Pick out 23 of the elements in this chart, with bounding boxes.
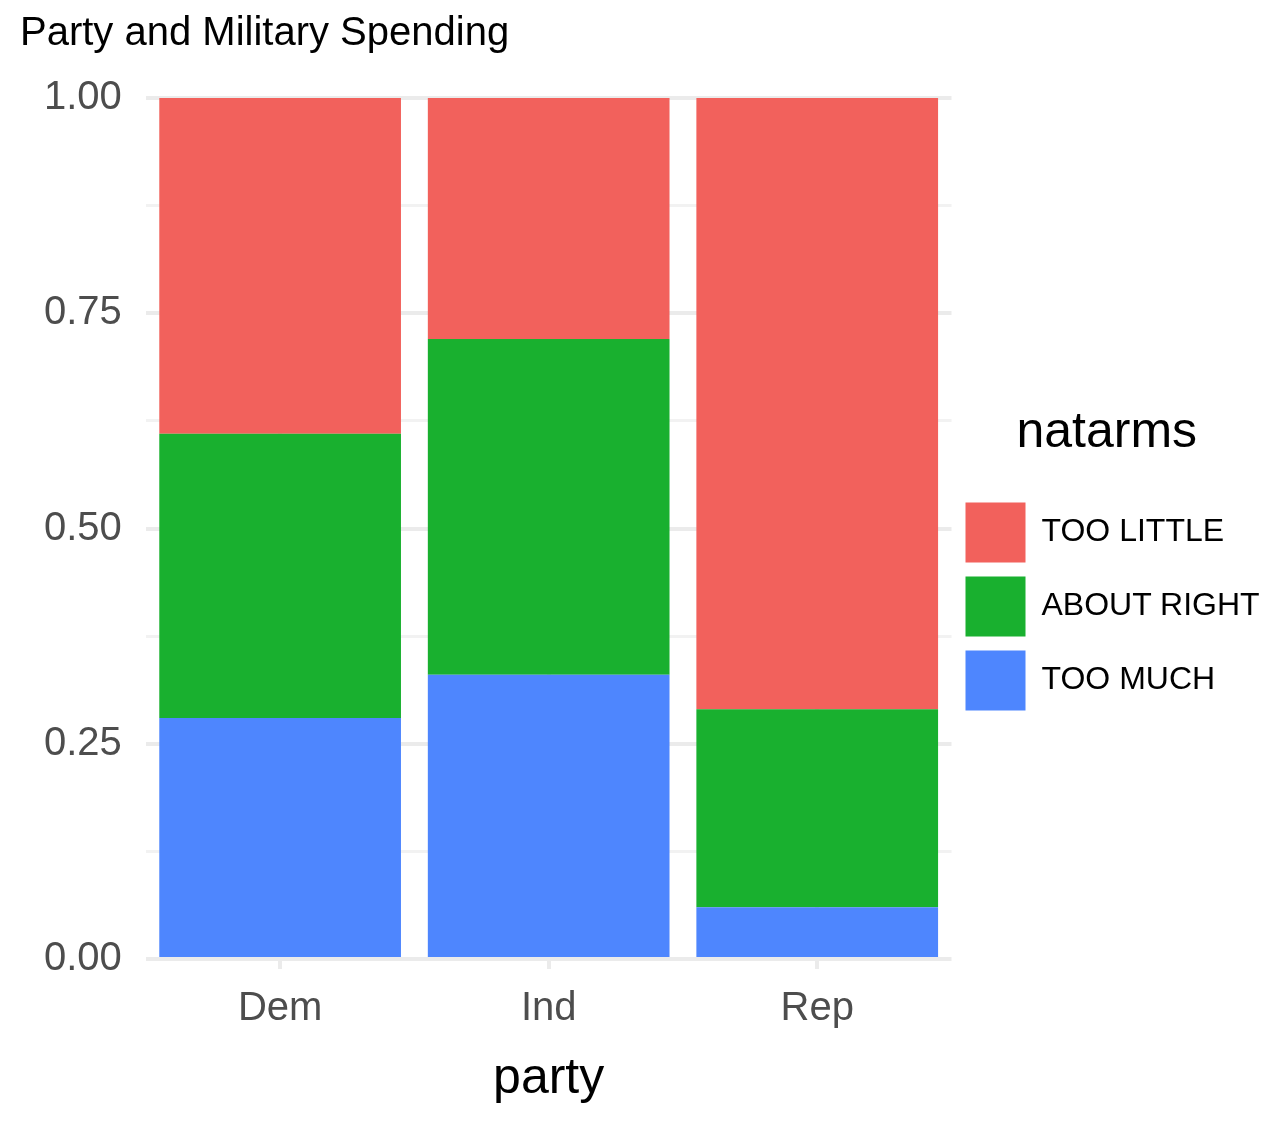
x-tick-label: Ind <box>520 984 577 1029</box>
bar <box>696 98 939 710</box>
chart-title: Party and Military Spending <box>20 9 510 54</box>
bar <box>159 98 401 434</box>
bar <box>696 709 939 908</box>
bar <box>159 433 401 718</box>
bar <box>696 907 939 957</box>
y-tick-label: 0.00 <box>43 934 122 979</box>
bar <box>159 717 401 957</box>
legend-label: TOO MUCH <box>1041 660 1216 697</box>
legend-label: ABOUT RIGHT <box>1041 586 1260 623</box>
x-tick-label: Dem <box>237 984 323 1029</box>
x-axis-title: party <box>493 1047 605 1104</box>
x-tick-label: Rep <box>780 984 854 1029</box>
y-tick-label: 1.00 <box>43 73 122 118</box>
legend-label: TOO LITTLE <box>1041 512 1225 549</box>
bar <box>427 98 670 340</box>
legend-title: natarms <box>1016 402 1198 459</box>
y-tick-label: 0.75 <box>43 288 122 333</box>
y-tick-label: 0.25 <box>43 718 122 763</box>
y-tick-label: 0.50 <box>43 503 122 548</box>
bar <box>427 674 670 957</box>
bar <box>427 339 670 675</box>
